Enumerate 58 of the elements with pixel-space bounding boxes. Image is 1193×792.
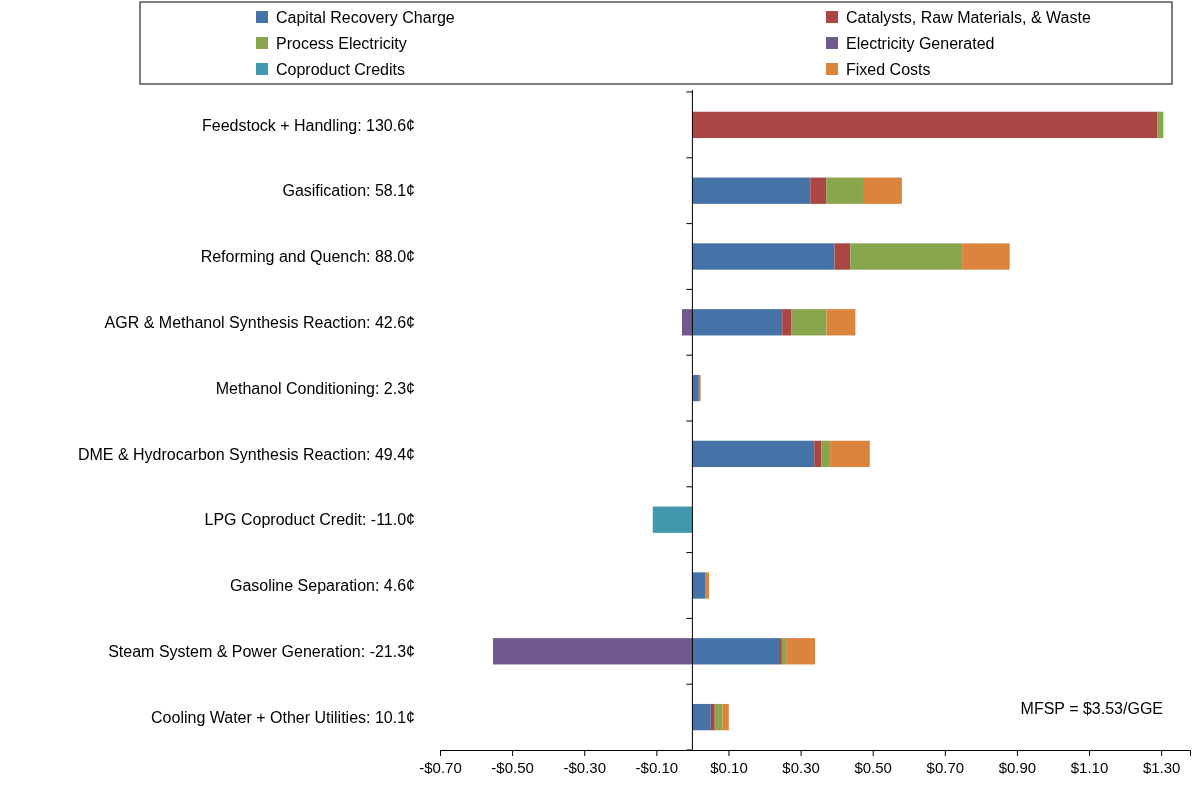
x-tick-label: $1.10 [1070, 758, 1109, 776]
y-tick-label: AGR & Methanol Synthesis Reaction: 42.6¢ [104, 313, 415, 331]
x-tick-label: $1.30 [1142, 758, 1181, 776]
bar [681, 309, 693, 336]
y-tick-label: Cooling Water + Other Utilities: 10.1¢ [151, 708, 415, 726]
bar [962, 243, 1010, 270]
legend-label: Fixed Costs [846, 60, 931, 78]
legend-label: Capital Recovery Charge [276, 8, 455, 26]
x-tick-label: -$0.10 [635, 758, 679, 776]
bar [692, 638, 781, 665]
bar [493, 638, 693, 665]
annotation: MFSP = $3.53/GGE [1020, 700, 1163, 717]
bar [692, 243, 835, 270]
bar [826, 309, 856, 336]
y-tick-label: Methanol Conditioning: 2.3¢ [215, 379, 415, 397]
bar [782, 309, 792, 336]
x-tick-label: $0.30 [782, 758, 820, 776]
y-tick-label: LPG Coproduct Credit: -11.0¢ [204, 511, 415, 529]
bar [814, 440, 822, 468]
bar [692, 111, 1158, 139]
bar [714, 703, 723, 731]
y-tick-label: Reforming and Quench: 88.0¢ [200, 248, 415, 266]
bar [810, 177, 827, 204]
x-tick-label: -$0.30 [563, 758, 606, 776]
bar [692, 309, 783, 336]
bar [781, 638, 787, 665]
y-tick-label: Gasification: 58.1¢ [282, 182, 415, 200]
bar [834, 243, 851, 270]
y-tick-label: DME & Hydrocarbon Synthesis Reaction: 49.4¢ [77, 445, 415, 463]
bar [862, 177, 902, 204]
y-tick-label: Feedstock + Handling: 130.6¢ [201, 116, 415, 134]
bar [821, 440, 831, 468]
bar [791, 309, 827, 336]
x-tick-label: $0.50 [854, 758, 892, 776]
bar [692, 177, 811, 204]
x-tick-label: $0.10 [710, 758, 748, 776]
bar [692, 374, 699, 402]
bar [692, 440, 815, 468]
x-tick-label: -$0.70 [419, 758, 462, 776]
bar [722, 703, 729, 731]
bar [705, 572, 709, 599]
legend-label: Coproduct Credits [276, 60, 405, 78]
y-tick-label: Gasoline Separation: 4.6¢ [229, 577, 415, 595]
bar [692, 703, 711, 731]
x-tick-label: -$0.50 [491, 758, 534, 776]
bar [786, 638, 815, 665]
bar [710, 703, 715, 731]
bar [692, 572, 706, 599]
bar [830, 440, 870, 468]
bar [652, 506, 693, 533]
bar [826, 177, 863, 204]
legend-label: Catalysts, Raw Materials, & Waste [846, 8, 1091, 26]
y-tick-label: Steam System & Power Generation: -21.3¢ [108, 642, 415, 660]
bar [850, 243, 963, 270]
x-tick-label: $0.70 [926, 758, 965, 776]
legend-label: Electricity Generated [846, 34, 995, 52]
legend-label: Process Electricity [276, 34, 407, 52]
x-tick-label: $0.90 [998, 758, 1037, 776]
